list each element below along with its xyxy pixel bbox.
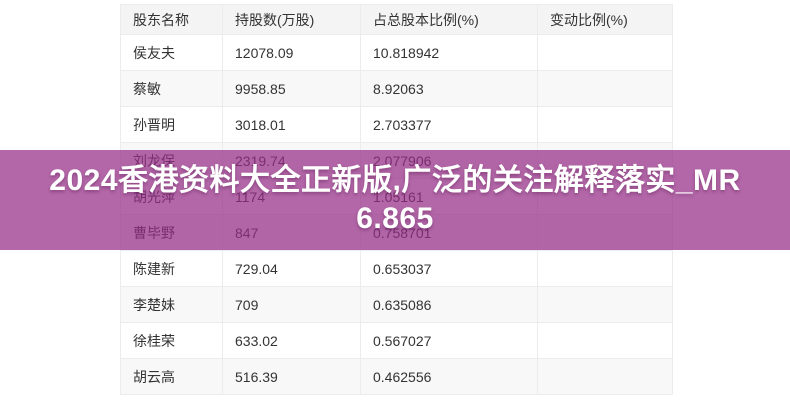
- promo-banner-overlay[interactable]: 2024香港资料大全正新版,广泛的关注解释落实_MR 6.865: [0, 150, 790, 250]
- cell-change-pct: [537, 106, 673, 143]
- table-header-row: 股东名称 持股数(万股) 占总股本比例(%) 变动比例(%): [120, 4, 673, 35]
- cell-shares-held: 633.02: [222, 322, 361, 359]
- column-header-change-pct: 变动比例(%): [537, 4, 673, 35]
- cell-change-pct: [537, 34, 673, 71]
- cell-shareholder-name: 陈建新: [120, 250, 223, 287]
- cell-shareholder-name: 李楚妹: [120, 286, 223, 323]
- table-row: 徐桂荣 633.02 0.567027: [120, 322, 673, 359]
- cell-shareholder-name: 孙晋明: [120, 106, 223, 143]
- cell-change-pct: [537, 250, 673, 287]
- cell-shares-held: 516.39: [222, 358, 361, 395]
- cell-shares-held: 3018.01: [222, 106, 361, 143]
- table-row: 陈建新 729.04 0.653037: [120, 250, 673, 287]
- cell-shares-held: 9958.85: [222, 70, 361, 107]
- banner-text-line-1: 2024香港资料大全正新版,广泛的关注解释落实_MR: [49, 164, 741, 197]
- column-header-shares-held: 持股数(万股): [222, 4, 361, 35]
- cell-pct-of-total-equity: 0.635086: [360, 286, 538, 323]
- cell-shareholder-name: 徐桂荣: [120, 322, 223, 359]
- cell-pct-of-total-equity: 2.703377: [360, 106, 538, 143]
- cell-shareholder-name: 胡云高: [120, 358, 223, 395]
- cell-pct-of-total-equity: 0.653037: [360, 250, 538, 287]
- table-row: 蔡敏 9958.85 8.92063: [120, 70, 673, 107]
- cell-shares-held: 12078.09: [222, 34, 361, 71]
- cell-change-pct: [537, 358, 673, 395]
- cell-pct-of-total-equity: 10.818942: [360, 34, 538, 71]
- cell-pct-of-total-equity: 0.462556: [360, 358, 538, 395]
- cell-shareholder-name: 侯友夫: [120, 34, 223, 71]
- cell-shares-held: 729.04: [222, 250, 361, 287]
- column-header-shareholder-name: 股东名称: [120, 4, 223, 35]
- cell-shareholder-name: 蔡敏: [120, 70, 223, 107]
- table-row: 孙晋明 3018.01 2.703377: [120, 106, 673, 143]
- cell-pct-of-total-equity: 8.92063: [360, 70, 538, 107]
- table-row: 李楚妹 709 0.635086: [120, 286, 673, 323]
- column-header-pct-of-total-equity: 占总股本比例(%): [360, 4, 538, 35]
- cell-pct-of-total-equity: 0.567027: [360, 322, 538, 359]
- cell-change-pct: [537, 70, 673, 107]
- cell-change-pct: [537, 322, 673, 359]
- cell-shares-held: 709: [222, 286, 361, 323]
- table-row: 胡云高 516.39 0.462556: [120, 358, 673, 395]
- table-row: 侯友夫 12078.09 10.818942: [120, 34, 673, 71]
- banner-text-line-2: 6.865: [356, 202, 434, 235]
- cell-change-pct: [537, 286, 673, 323]
